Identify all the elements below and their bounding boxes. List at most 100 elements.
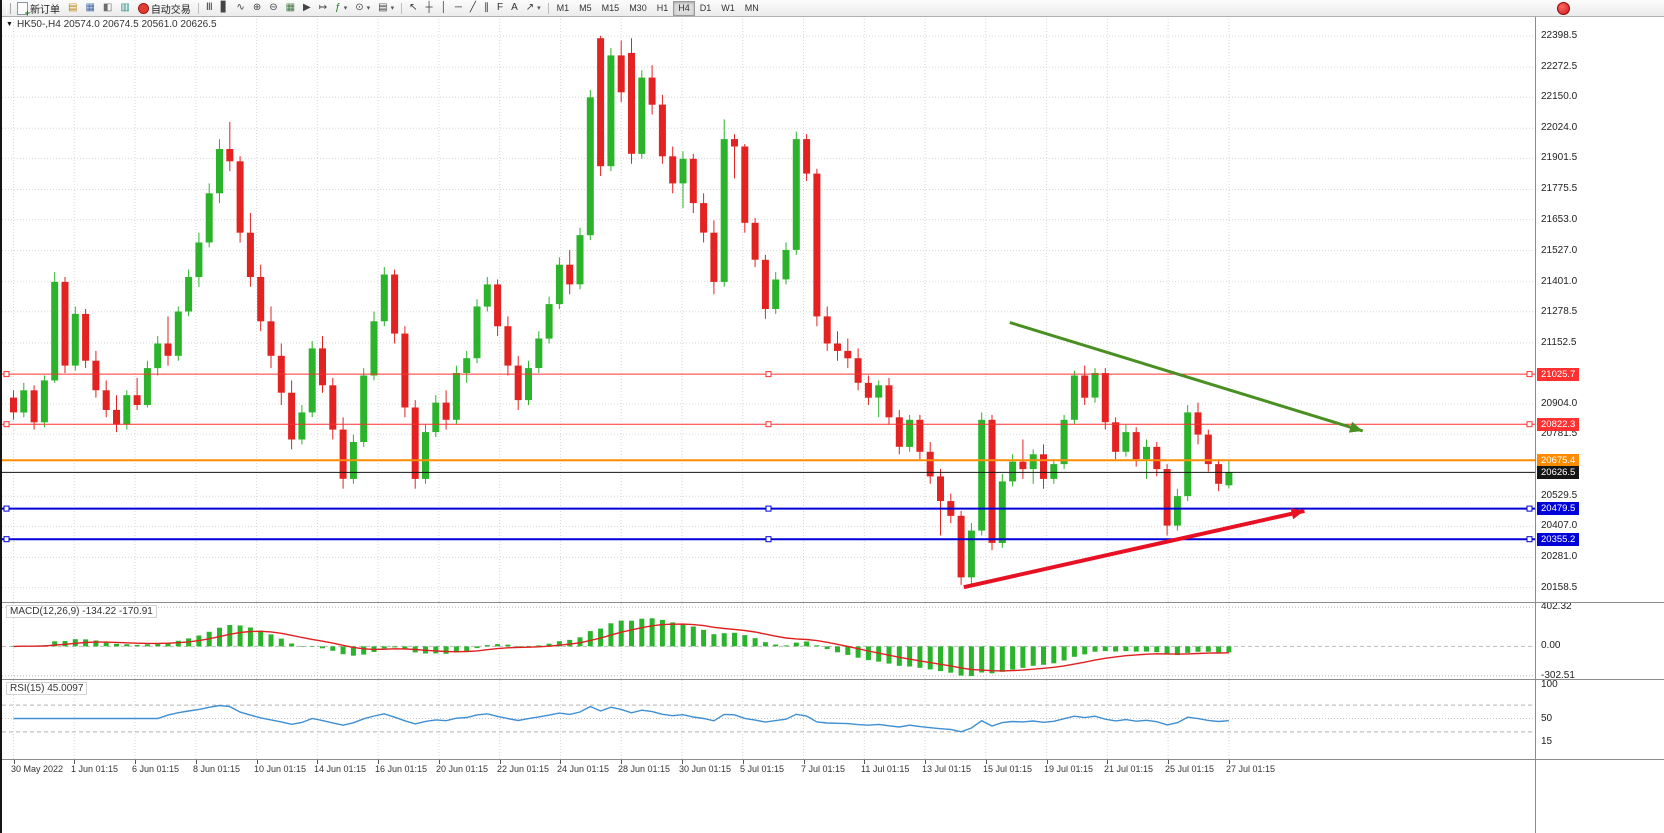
line-anchor[interactable] — [1526, 421, 1533, 428]
periods-button[interactable]: ⊙ ▾ — [351, 0, 374, 16]
tile-windows-button[interactable]: ▦ — [282, 0, 299, 16]
terminal-button[interactable]: ▥ — [116, 0, 133, 16]
line-anchor[interactable] — [765, 536, 772, 543]
collapse-triangle-icon[interactable]: ▼ — [6, 21, 13, 28]
toolbar-grip[interactable] — [6, 2, 11, 14]
price-tick-label: 22398.5 — [1541, 30, 1578, 41]
zoom-in-button[interactable]: ⊕ — [249, 0, 265, 16]
date-label: 30 May 2022 — [11, 764, 64, 774]
timeframe-W1-button[interactable]: W1 — [721, 2, 735, 13]
horizontal-line-button[interactable]: ─ — [451, 0, 466, 16]
chart-title: ▼ HK50-,H4 20574.0 20674.5 20561.0 20626… — [6, 19, 217, 30]
timeframe-M30-button[interactable]: M30 — [629, 2, 647, 13]
line-chart-button[interactable]: ∿ — [232, 0, 248, 16]
arrows-icon: ↗ — [525, 2, 535, 13]
data-window-button[interactable]: ▦ — [81, 0, 98, 16]
timeframe-MN-button[interactable]: MN — [744, 2, 759, 13]
auto-trading-button[interactable]: 自动交易 — [134, 0, 195, 16]
fibonacci-icon: F — [496, 2, 504, 13]
time-axis[interactable]: 30 May 2022 1 Jun 01:15 6 Jun 01:15 8 Jun 0… — [2, 760, 1536, 778]
indicators-icon: ƒ — [335, 2, 341, 13]
line-anchor[interactable] — [1526, 536, 1533, 543]
date-label: 8 Jun 01:15 — [193, 764, 241, 774]
time-tick — [500, 760, 501, 764]
text-button[interactable]: A — [507, 0, 522, 16]
crosshair-button[interactable]: ┼ — [421, 0, 436, 16]
templates-button[interactable]: ▤ ▾ — [374, 0, 398, 16]
rsi-tick-label: 100 — [1541, 679, 1558, 690]
line-anchor[interactable] — [3, 505, 10, 512]
main-chart-panel[interactable]: ▼ HK50-,H4 20574.0 20674.5 20561.0 20626… — [2, 16, 1536, 602]
time-tick — [986, 760, 987, 764]
arrows-button[interactable]: ↗ ▾ — [522, 0, 545, 16]
time-tick — [1168, 760, 1169, 764]
vertical-line-button[interactable]: │ — [437, 0, 451, 16]
time-tick — [317, 760, 318, 764]
date-label: 5 Jul 01:15 — [740, 764, 785, 774]
price-badge-current-price: 20626.5 — [1537, 466, 1580, 479]
line-anchor[interactable] — [765, 505, 772, 512]
line-anchor[interactable] — [765, 421, 772, 428]
line-anchor[interactable] — [3, 371, 10, 378]
channel-button[interactable]: ∥ — [480, 0, 493, 16]
line-anchor[interactable] — [1526, 505, 1533, 512]
chart-shift-button[interactable]: ↦ — [315, 0, 331, 16]
line-anchor[interactable] — [3, 536, 10, 543]
bar-chart-button[interactable]: Ⅲ — [202, 0, 217, 16]
channel-icon: ∥ — [483, 2, 489, 13]
date-label: 16 Jun 01:15 — [375, 764, 428, 774]
macd-panel[interactable]: MACD(12,26,9) -134.22 -170.91 — [2, 603, 1536, 679]
downtrend-arrow[interactable] — [1009, 321, 1364, 433]
date-label: 21 Jul 01:15 — [1104, 764, 1154, 774]
new-order-button[interactable]: 新订单 — [13, 0, 64, 18]
line-anchor[interactable] — [3, 421, 10, 428]
indicators-button[interactable]: ƒ ▾ — [331, 0, 351, 16]
zoom-out-icon: ⊖ — [269, 2, 278, 13]
price-badge-resistance-lower: 20822.3 — [1537, 418, 1580, 431]
rsi-canvas[interactable] — [2, 680, 1536, 759]
red-circle-icon[interactable] — [1557, 2, 1570, 15]
price-tick-label: 21901.5 — [1541, 152, 1578, 163]
price-tick-label: 21653.0 — [1541, 214, 1578, 225]
trendline-button[interactable]: ╱ — [466, 0, 480, 16]
line-anchor[interactable] — [765, 371, 772, 378]
uptrend-arrow[interactable] — [963, 508, 1305, 590]
auto-scroll-button[interactable]: ▶ — [299, 0, 315, 16]
price-tick-label: 21401.0 — [1541, 276, 1578, 287]
panel-splitter[interactable] — [2, 602, 1664, 603]
macd-label: MACD(12,26,9) -134.22 -170.91 — [6, 605, 157, 618]
timeframe-H1-button[interactable]: H1 — [656, 2, 669, 13]
timeframe-M5-button[interactable]: M5 — [579, 2, 592, 13]
price-tick-label: 21152.5 — [1541, 337, 1577, 348]
date-label: 11 Jul 01:15 — [861, 764, 910, 774]
date-label: 6 Jun 01:15 — [132, 764, 180, 774]
date-label: 13 Jul 01:15 — [922, 764, 972, 774]
date-label: 14 Jun 01:15 — [314, 764, 367, 774]
candlestick-chart-button[interactable]: ▋ — [217, 0, 233, 16]
cursor-button[interactable]: ↖ — [405, 0, 421, 16]
price-tick-label: 20158.5 — [1541, 582, 1578, 593]
navigator-button[interactable]: ◧ — [99, 0, 116, 16]
fibonacci-button[interactable]: F — [493, 0, 507, 16]
time-tick — [560, 760, 561, 764]
timeframe-M15-button[interactable]: M15 — [601, 2, 620, 13]
macd-canvas[interactable] — [2, 603, 1536, 679]
price-badge-resistance-upper: 21025.7 — [1537, 368, 1580, 381]
zoom-out-button[interactable]: ⊖ — [265, 0, 281, 16]
market-watch-button[interactable]: ▤ — [64, 0, 81, 16]
timeframe-H4-button[interactable]: H4 — [673, 0, 695, 16]
date-label: 28 Jun 01:15 — [618, 764, 671, 774]
timeframe-M1-button[interactable]: M1 — [556, 2, 570, 13]
crosshair-icon: ┼ — [425, 2, 433, 13]
time-tick — [14, 760, 15, 764]
main-chart-canvas[interactable] — [2, 16, 1536, 602]
rsi-panel[interactable]: RSI(15) 45.0097 — [2, 680, 1536, 759]
line-anchor[interactable] — [1526, 371, 1533, 378]
text-icon: A — [511, 2, 518, 13]
panel-splitter[interactable] — [2, 679, 1664, 680]
candlestick-chart-icon: ▋ — [220, 2, 229, 13]
timeframe-D1-button[interactable]: D1 — [699, 2, 712, 13]
time-tick — [74, 760, 75, 764]
price-axis[interactable]: 22398.5 22272.5 22150.0 22024.0 21901.5 21775… — [1535, 16, 1664, 833]
